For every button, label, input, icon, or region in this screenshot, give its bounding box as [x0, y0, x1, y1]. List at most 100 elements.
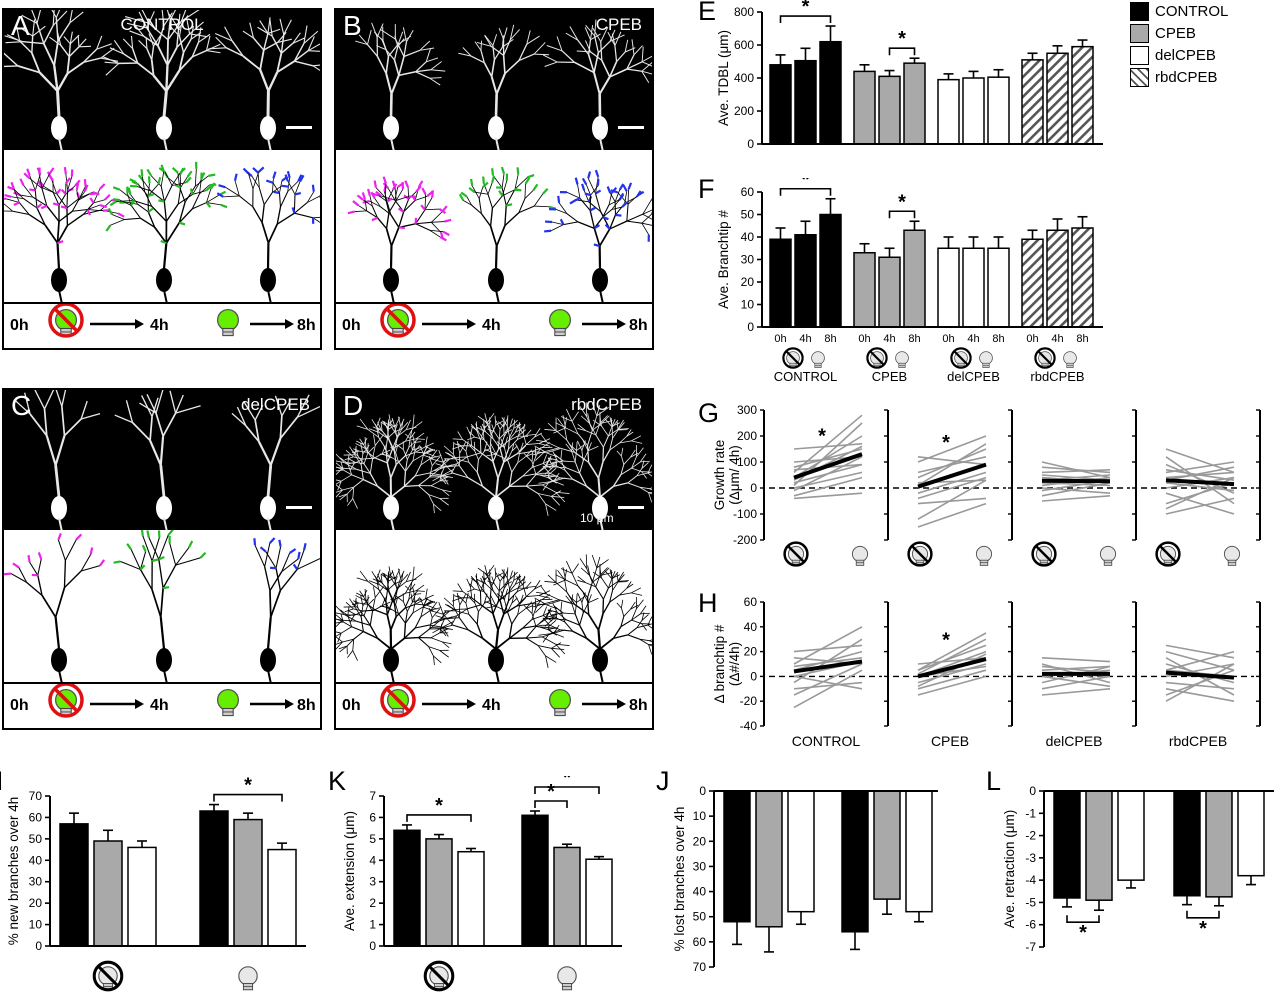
micro-panel-control: A CONTROL 0h 4h 8h [0, 0, 336, 350]
timeline: 0h 4h 8h [336, 682, 652, 726]
panel-letter-B: B [343, 10, 362, 41]
svg-text:*: * [802, 0, 810, 18]
svg-text:30: 30 [693, 859, 707, 873]
chart-delta-branchtip: 60 40 20 0 -20 -40 CONTROL * CPEB delCPEB rbdCPEB Δ… [712, 595, 1261, 749]
svg-text:60: 60 [29, 810, 43, 824]
svg-text:8h: 8h [629, 697, 648, 714]
legend-label-rbdcpeb: rbdCPEB [1155, 69, 1218, 86]
chart-ave-extension: 0 1 2 3 4 5 6 7 Ave. extension (μm) * * * [342, 776, 622, 992]
timeline: 0h 4h 8h [4, 682, 320, 726]
svg-text:Growth rate: Growth rate [712, 440, 727, 511]
neuron-tracings [347, 166, 665, 305]
svg-text:*: * [1079, 922, 1087, 944]
svg-text:4h: 4h [482, 697, 501, 714]
svg-text:40: 40 [693, 885, 707, 899]
timeline-svg: 0h 4h 8h [342, 302, 648, 338]
svg-text:10: 10 [693, 809, 707, 823]
svg-text:60: 60 [741, 185, 755, 199]
chart-ave-branchtip: 0 10 20 30 40 50 60 Ave. Branchtip # 0h 4h 8h * CONT… [716, 178, 1103, 383]
legend-label-control: CONTROL [1155, 3, 1229, 20]
svg-text:*: * [818, 426, 826, 448]
neuron-micrographs [0, 0, 331, 153]
svg-text:CONTROL: CONTROL [792, 733, 861, 749]
svg-text:0: 0 [1029, 784, 1036, 798]
svg-text:100: 100 [737, 455, 757, 469]
micro-panel-delcpeb: C delCPEB 0h 4h 8h [2, 382, 328, 730]
svg-text:800: 800 [734, 5, 754, 19]
svg-text:-7: -7 [1025, 940, 1036, 954]
svg-text:% lost branches over 4h: % lost branches over 4h [672, 807, 687, 952]
svg-text:-20: -20 [740, 694, 758, 708]
svg-text:*: * [1199, 918, 1207, 940]
svg-text:-6: -6 [1025, 918, 1036, 932]
svg-text:Δ branchtip #: Δ branchtip # [712, 624, 727, 703]
legend-label-cpeb: CPEB [1155, 25, 1196, 42]
svg-text:8h: 8h [1076, 333, 1088, 345]
svg-text:60: 60 [744, 595, 758, 609]
neuron-tracings [329, 554, 660, 685]
legend: CONTROL CPEB delCPEB rbdCPEB [1130, 2, 1228, 90]
svg-text:50: 50 [29, 832, 43, 846]
svg-text:1: 1 [369, 918, 376, 932]
svg-text:8h: 8h [824, 333, 836, 345]
panel-letter-G: G [698, 398, 720, 428]
micrograph-row: A CONTROL [0, 0, 331, 153]
timeline-svg: 0h 4h 8h [342, 682, 648, 718]
svg-text:400: 400 [734, 71, 754, 85]
svg-text:0: 0 [369, 939, 376, 953]
svg-text:50: 50 [693, 910, 707, 924]
svg-text:*: * [547, 781, 555, 803]
svg-text:600: 600 [734, 38, 754, 52]
micrograph-row: B CPEB [336, 10, 657, 153]
svg-text:-3: -3 [1025, 851, 1036, 865]
legend-label-delcpeb: delCPEB [1155, 47, 1216, 64]
svg-text:*: * [563, 776, 571, 789]
svg-text:*: * [942, 630, 950, 652]
panel-title-control: CONTROL [120, 15, 204, 34]
svg-text:8h: 8h [992, 333, 1004, 345]
svg-text:0: 0 [699, 784, 706, 798]
panel-letter-D: D [343, 390, 364, 421]
svg-text:Ave. Branchtip #: Ave. Branchtip # [716, 210, 731, 309]
svg-text:30: 30 [29, 875, 43, 889]
tracing-row [0, 150, 336, 305]
svg-text:0h: 0h [1026, 333, 1038, 345]
svg-text:Ave. TDBL (μm): Ave. TDBL (μm) [716, 30, 731, 126]
tracing-row [336, 150, 665, 305]
panel-letter-H: H [698, 588, 718, 618]
panel-letter-I: I [0, 766, 4, 797]
svg-text:4h: 4h [1051, 333, 1063, 345]
legend-item-delcpeb: delCPEB [1130, 46, 1228, 65]
legend-swatch-delcpeb [1130, 46, 1149, 65]
svg-text:40: 40 [29, 853, 43, 867]
svg-text:8h: 8h [629, 317, 648, 334]
svg-text:20: 20 [744, 645, 758, 659]
svg-text:4h: 4h [482, 317, 501, 334]
neuron-micrographs: 10 μm [329, 390, 660, 533]
panel-letter-L: L [986, 766, 1002, 796]
svg-text:70: 70 [693, 960, 707, 974]
svg-text:*: * [942, 432, 950, 454]
svg-text:0: 0 [747, 137, 754, 151]
legend-item-control: CONTROL [1130, 2, 1228, 21]
chart-lost-branches: 0 10 20 30 40 50 60 70 % lost branches over 4h [672, 784, 938, 974]
svg-text:-5: -5 [1025, 895, 1036, 909]
svg-text:30: 30 [741, 253, 755, 267]
svg-text:0h: 0h [10, 317, 29, 334]
svg-text:20: 20 [29, 896, 43, 910]
svg-text:Ave. extension (μm): Ave. extension (μm) [342, 811, 357, 931]
legend-item-rbdcpeb: rbdCPEB [1130, 68, 1228, 87]
timeline-svg: 0h 4h 8h [10, 682, 316, 718]
svg-text:50: 50 [741, 208, 755, 222]
neuron-tracings [3, 528, 328, 685]
svg-text:70: 70 [29, 789, 43, 803]
svg-text:0h: 0h [942, 333, 954, 345]
svg-text:10: 10 [29, 918, 43, 932]
svg-text:0h: 0h [10, 697, 29, 714]
panel-letter-F: F [698, 174, 715, 204]
micrograph-row: C delCPEB [4, 382, 321, 533]
svg-text:8h: 8h [297, 317, 316, 334]
panel-title-delcpeb: delCPEB [241, 395, 310, 414]
